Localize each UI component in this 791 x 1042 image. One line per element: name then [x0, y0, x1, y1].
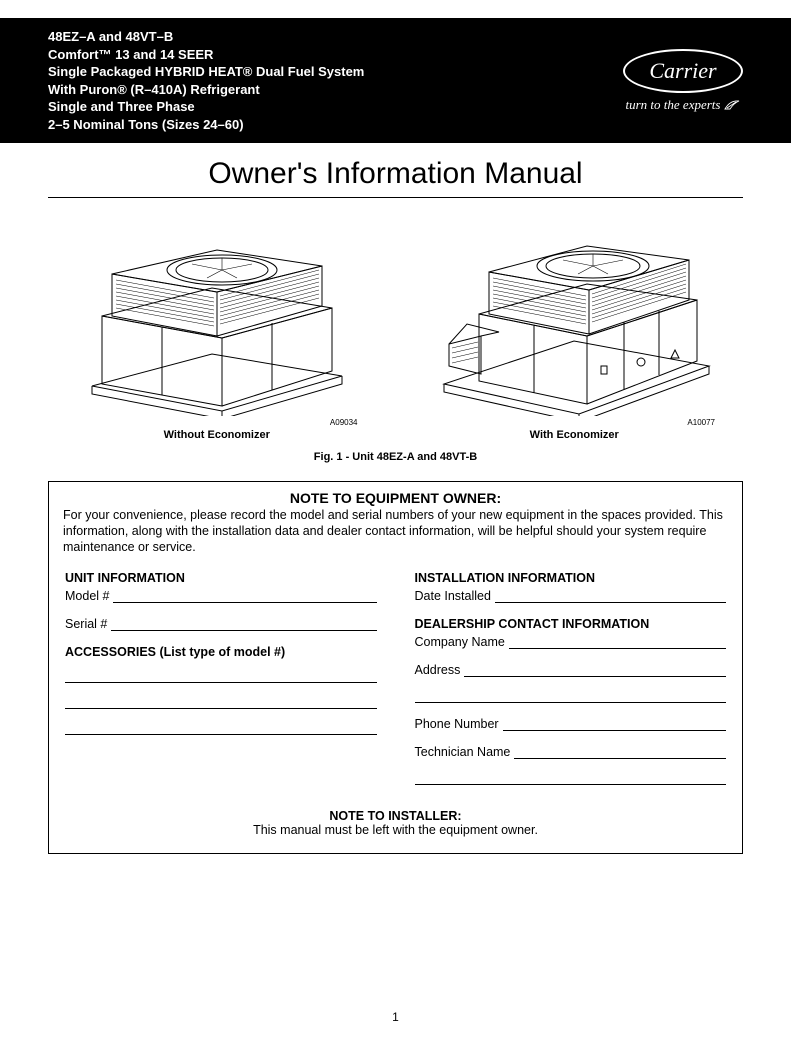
phone-blank[interactable]: [503, 719, 726, 731]
phone-field: Phone Number: [415, 717, 727, 731]
spec-line: With Puron® (R–410A) Refrigerant: [48, 81, 364, 99]
spec-line: Comfort™ 13 and 14 SEER: [48, 46, 364, 64]
product-spec-block: 48EZ–A and 48VT–B Comfort™ 13 and 14 SEE…: [48, 28, 364, 133]
installer-note: NOTE TO INSTALLER: This manual must be l…: [63, 809, 728, 837]
address-field: Address: [415, 663, 727, 677]
figure-id-left: A09034: [48, 418, 386, 427]
address-label: Address: [415, 663, 461, 677]
figure-caption-left: Without Economizer: [48, 429, 386, 441]
owner-note-body: For your convenience, please record the …: [63, 508, 728, 555]
serial-field: Serial #: [65, 617, 377, 631]
brand-name: Carrier: [649, 58, 716, 84]
installer-note-body: This manual must be left with the equipm…: [253, 823, 538, 837]
unit-info-heading: UNIT INFORMATION: [65, 571, 377, 585]
company-label: Company Name: [415, 635, 505, 649]
date-label: Date Installed: [415, 589, 491, 603]
phone-label: Phone Number: [415, 717, 499, 731]
installer-note-title: NOTE TO INSTALLER:: [63, 809, 728, 823]
leaf-icon: [724, 99, 740, 111]
owner-form-left: UNIT INFORMATION Model # Serial # ACCESS…: [63, 571, 379, 799]
figure-left: A09034 Without Economizer: [48, 216, 386, 441]
address-blank-2[interactable]: [415, 691, 727, 703]
figure-caption-right: With Economizer: [406, 429, 744, 441]
model-field: Model #: [65, 589, 377, 603]
accessory-blank[interactable]: [65, 697, 377, 709]
page-number: 1: [0, 1010, 791, 1024]
owner-form-right: INSTALLATION INFORMATION Date Installed …: [413, 571, 729, 799]
accessories-heading: ACCESSORIES (List type of model #): [65, 645, 377, 659]
tech-blank[interactable]: [514, 747, 726, 759]
figure-row: A09034 Without Economizer: [0, 198, 791, 445]
tech-field: Technician Name: [415, 745, 727, 759]
accessory-blank[interactable]: [65, 723, 377, 735]
company-blank[interactable]: [509, 637, 726, 649]
figure-right: A10077 With Economizer: [406, 216, 744, 441]
dealer-info-heading: DEALERSHIP CONTACT INFORMATION: [415, 617, 727, 631]
date-blank[interactable]: [495, 591, 726, 603]
hvac-unit-with-economizer-icon: [419, 216, 729, 416]
figure-main-caption: Fig. 1 - Unit 48EZ-A and 48VT-B: [0, 451, 791, 463]
owner-note-title: NOTE TO EQUIPMENT OWNER:: [63, 490, 728, 506]
company-field: Company Name: [415, 635, 727, 649]
spec-line: Single and Three Phase: [48, 98, 364, 116]
address-blank[interactable]: [464, 665, 726, 677]
spec-line: Single Packaged HYBRID HEAT® Dual Fuel S…: [48, 63, 364, 81]
model-label: Model #: [65, 589, 109, 603]
brand-tagline: turn to the experts: [626, 97, 741, 113]
spec-line: 48EZ–A and 48VT–B: [48, 28, 364, 46]
owner-form: UNIT INFORMATION Model # Serial # ACCESS…: [63, 571, 728, 799]
tech-blank-2[interactable]: [415, 773, 727, 785]
hvac-unit-without-economizer-icon: [72, 216, 362, 416]
header-band: 48EZ–A and 48VT–B Comfort™ 13 and 14 SEE…: [0, 18, 791, 143]
tech-label: Technician Name: [415, 745, 511, 759]
serial-label: Serial #: [65, 617, 107, 631]
spec-line: 2–5 Nominal Tons (Sizes 24–60): [48, 116, 364, 134]
brand-block: Carrier turn to the experts: [623, 49, 743, 113]
model-blank[interactable]: [113, 591, 376, 603]
serial-blank[interactable]: [111, 619, 376, 631]
date-field: Date Installed: [415, 589, 727, 603]
accessory-blank[interactable]: [65, 671, 377, 683]
owner-info-box: NOTE TO EQUIPMENT OWNER: For your conven…: [48, 481, 743, 854]
carrier-logo: Carrier: [623, 49, 743, 93]
install-info-heading: INSTALLATION INFORMATION: [415, 571, 727, 585]
page-title: Owner's Information Manual: [0, 157, 791, 191]
figure-id-right: A10077: [406, 418, 744, 427]
